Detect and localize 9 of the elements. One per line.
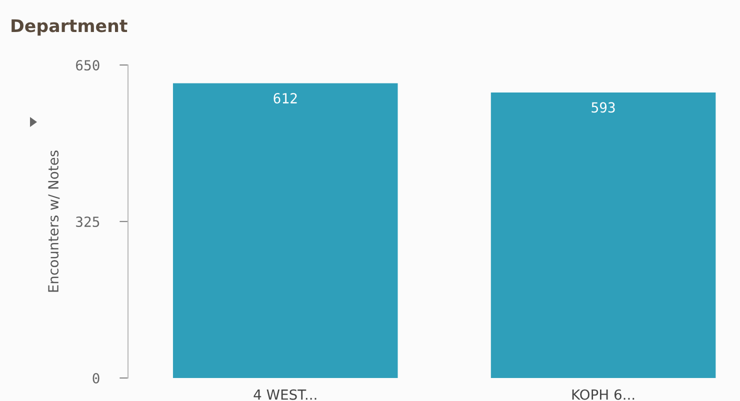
data-label: 593 <box>592 102 615 113</box>
data-label: 612 <box>274 93 297 104</box>
x-tick-label: KOPH 6... <box>572 389 634 400</box>
chart-title: Department <box>12 19 128 36</box>
y-axis-title: Encounters w/ Notes <box>48 150 60 292</box>
y-tick-label: 325 <box>76 216 100 228</box>
y-tick-label: 650 <box>76 60 100 71</box>
x-tick-label: 4 WEST... <box>254 389 316 400</box>
y-tick-label: 0 <box>92 373 100 384</box>
